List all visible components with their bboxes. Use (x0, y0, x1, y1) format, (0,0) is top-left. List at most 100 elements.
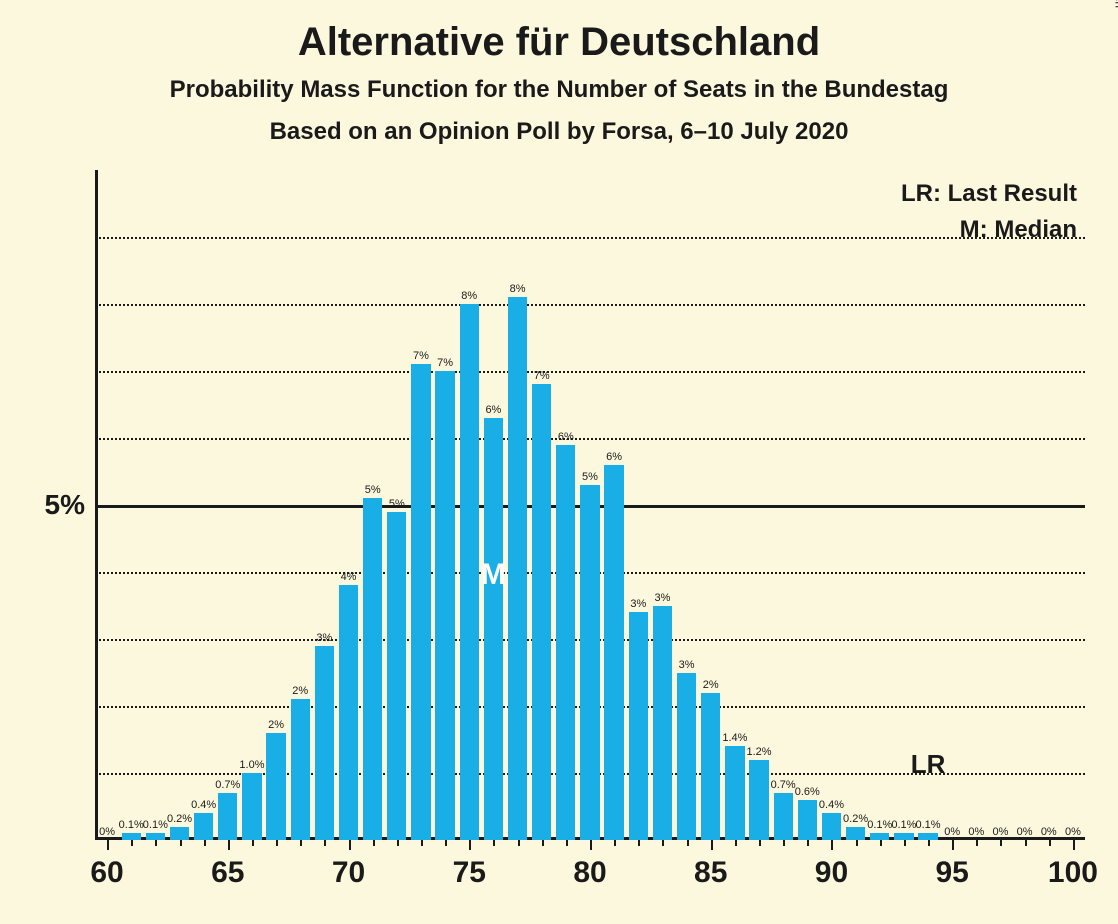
bar-slot: 3% (626, 170, 650, 840)
bar-slot: 0.1% (916, 170, 940, 840)
bar-slot: 5% (385, 170, 409, 840)
x-tick-minor (518, 840, 520, 846)
bar-value-label: 5% (582, 471, 598, 483)
bar (508, 297, 527, 840)
x-tick-minor (542, 840, 544, 846)
bar-value-label: 0.1% (867, 819, 892, 831)
bar (894, 833, 913, 840)
bar-value-label: 0.2% (843, 813, 868, 825)
x-tick-minor (373, 840, 375, 846)
x-tick-minor (252, 840, 254, 846)
bar-value-label: 7% (413, 350, 429, 362)
chart-subtitle-1: Probability Mass Function for the Number… (0, 76, 1118, 104)
bar-slot: 7% (433, 170, 457, 840)
x-tick-label: 70 (332, 856, 365, 890)
bar-value-label: 0% (1017, 826, 1033, 838)
bar-slot: 0.4% (192, 170, 216, 840)
x-tick-minor (155, 840, 157, 846)
bar-value-label: 0.4% (191, 799, 216, 811)
y-tick-label: 5% (25, 489, 85, 521)
bar-value-label: 1.4% (722, 732, 747, 744)
bar (604, 465, 623, 840)
pmf-bar-chart: LR: Last Result M: Median 5%606570758085… (95, 170, 1085, 840)
bar-slot: 7% (409, 170, 433, 840)
x-tick-label: 60 (90, 856, 123, 890)
bar-slot: 6% (481, 170, 505, 840)
bar-value-label: 6% (606, 451, 622, 463)
x-tick-label: 85 (694, 856, 727, 890)
x-tick-minor (276, 840, 278, 846)
bar-value-label: 7% (534, 370, 550, 382)
x-tick-major (349, 840, 351, 850)
bar-value-label: 0% (993, 826, 1009, 838)
x-tick-major (469, 840, 471, 850)
x-tick-minor (638, 840, 640, 846)
x-tick-minor (662, 840, 664, 846)
bar-slot: 2% (264, 170, 288, 840)
bar-value-label: 0.1% (891, 819, 916, 831)
bar-value-label: 0.4% (819, 799, 844, 811)
bar (822, 813, 841, 840)
bar-value-label: 0.7% (771, 779, 796, 791)
x-tick-label: 65 (211, 856, 244, 890)
bar-slot: 0.7% (216, 170, 240, 840)
x-tick-minor (324, 840, 326, 846)
bar (677, 673, 696, 841)
copyright-text: © 2020 Filip van Laenen (1112, 0, 1118, 8)
x-tick-minor (1049, 840, 1051, 846)
bar-slot: 0.4% (819, 170, 843, 840)
bar-value-label: 8% (461, 290, 477, 302)
bar-slot: 0% (940, 170, 964, 840)
x-tick-label: 90 (815, 856, 848, 890)
bar (387, 512, 406, 840)
bar (339, 585, 358, 840)
x-tick-minor (566, 840, 568, 846)
bar-slot: 6% (554, 170, 578, 840)
bar-value-label: 1.2% (746, 746, 771, 758)
bar-value-label: 0.6% (795, 786, 820, 798)
x-tick-minor (856, 840, 858, 846)
bar-value-label: 6% (485, 404, 501, 416)
bar-value-label: 0.7% (215, 779, 240, 791)
x-tick-minor (180, 840, 182, 846)
x-tick-minor (928, 840, 930, 846)
bar-slot: 5% (361, 170, 385, 840)
bar-slot: 1.0% (240, 170, 264, 840)
x-tick-minor (445, 840, 447, 846)
x-tick-major (107, 840, 109, 850)
bar (798, 800, 817, 840)
bar-value-label: 0% (968, 826, 984, 838)
bar-value-label: 2% (268, 719, 284, 731)
bar-slot: 2% (699, 170, 723, 840)
x-tick-major (1073, 840, 1075, 850)
x-tick-minor (783, 840, 785, 846)
x-tick-minor (131, 840, 133, 846)
last-result-marker: LR (911, 749, 946, 780)
bar (266, 733, 285, 840)
chart-title: Alternative für Deutschland (0, 20, 1118, 65)
bar (846, 827, 865, 840)
chart-subtitle-2: Based on an Opinion Poll by Forsa, 6–10 … (0, 118, 1118, 146)
bar-slot: 0% (95, 170, 119, 840)
bar (749, 760, 768, 840)
bar (122, 833, 141, 840)
bar-slot: 0% (1013, 170, 1037, 840)
bar-value-label: 0.1% (915, 819, 940, 831)
bar-value-label: 5% (389, 498, 405, 510)
bar-value-label: 2% (292, 685, 308, 697)
bar (146, 833, 165, 840)
x-tick-major (711, 840, 713, 850)
x-tick-minor (687, 840, 689, 846)
bar-slot: 0.1% (868, 170, 892, 840)
bar-slot: 5% (578, 170, 602, 840)
bar (653, 606, 672, 841)
bar-value-label: 6% (558, 431, 574, 443)
bar-value-label: 0% (1065, 826, 1081, 838)
bar-value-label: 8% (510, 283, 526, 295)
bar-slot: 0% (964, 170, 988, 840)
bar-slot: 1.4% (723, 170, 747, 840)
bar-value-label: 0% (99, 826, 115, 838)
bar-value-label: 4% (341, 571, 357, 583)
bar (291, 699, 310, 840)
x-tick-minor (300, 840, 302, 846)
